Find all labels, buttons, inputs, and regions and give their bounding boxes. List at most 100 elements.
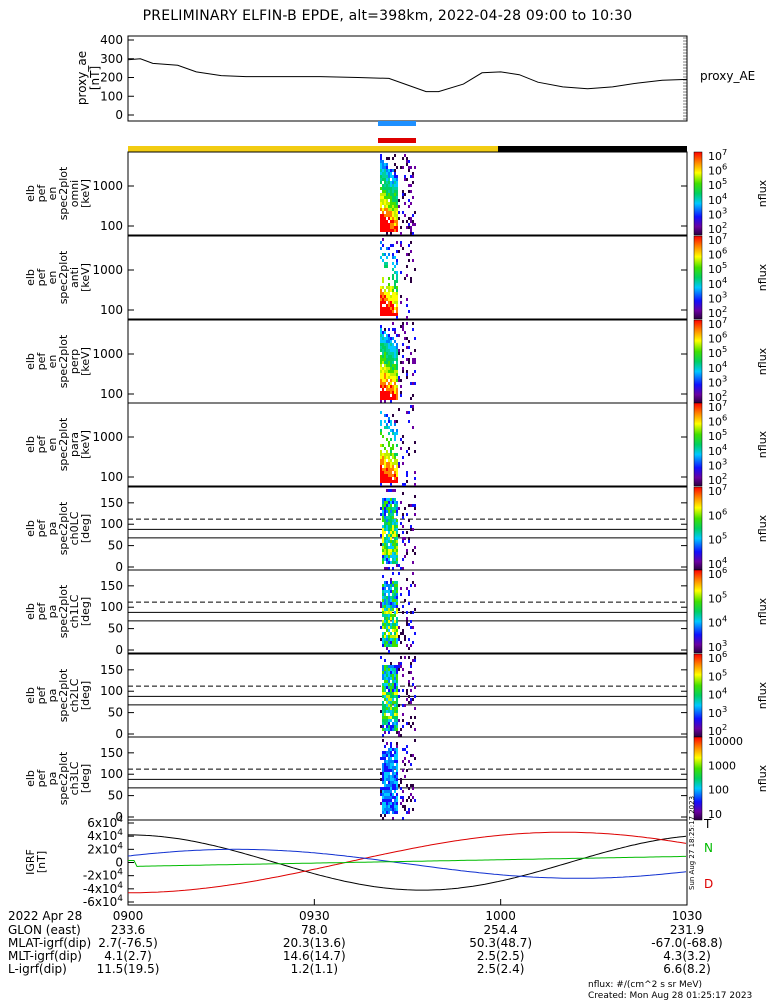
spectrogram-cell bbox=[392, 370, 394, 373]
spectrogram-cell bbox=[382, 373, 384, 376]
spectrogram-cell bbox=[386, 716, 388, 719]
spectrogram-cell bbox=[402, 492, 404, 495]
spectrogram-cell bbox=[382, 623, 384, 626]
spectrogram-cell bbox=[386, 196, 388, 199]
spectrogram-cell bbox=[396, 259, 398, 262]
spectrogram-cell bbox=[388, 769, 390, 772]
igrf-ytick-label: -4x104 bbox=[83, 881, 123, 896]
spectrogram-cell bbox=[392, 638, 394, 641]
spectrogram-cell bbox=[382, 376, 384, 379]
day-bar bbox=[128, 146, 498, 152]
spectrogram-cell bbox=[388, 292, 390, 295]
science-zone-bar-red bbox=[378, 138, 416, 143]
spectrogram-cell bbox=[382, 349, 384, 352]
colorbar bbox=[693, 736, 703, 821]
spectrogram-cell bbox=[388, 802, 390, 805]
spectrogram-cell bbox=[384, 379, 386, 382]
spectrogram-cell bbox=[388, 632, 390, 635]
spectrogram-cell bbox=[390, 343, 392, 346]
spectrogram-cell bbox=[386, 608, 388, 611]
spectrogram-cell bbox=[392, 522, 394, 525]
spectrogram-cell bbox=[402, 704, 404, 707]
spectrogram-cell bbox=[382, 298, 384, 301]
spectrogram-cell bbox=[390, 379, 392, 382]
spectrogram-cell bbox=[388, 417, 390, 420]
spectrogram-cell bbox=[386, 707, 388, 710]
spectrogram-cell bbox=[402, 462, 404, 465]
spectrogram-cell bbox=[386, 220, 388, 223]
spectrogram-cell bbox=[410, 280, 412, 283]
spectrogram-cell bbox=[396, 477, 398, 480]
spectrogram-cell bbox=[386, 181, 388, 184]
spectrogram-cell bbox=[392, 157, 394, 160]
spectrogram-cell bbox=[412, 408, 414, 411]
spectrogram-cell bbox=[380, 385, 382, 388]
spectrogram-cell bbox=[386, 208, 388, 211]
spectrogram-cell bbox=[390, 507, 392, 510]
spectrogram-cell bbox=[390, 781, 392, 784]
spectrogram-cell bbox=[390, 728, 392, 731]
spectrogram-cell bbox=[390, 584, 392, 587]
spectrogram-cell bbox=[412, 611, 414, 614]
spectrogram-cell bbox=[406, 163, 408, 166]
spectrogram-cell bbox=[388, 474, 390, 477]
spectrogram-cell bbox=[382, 202, 384, 205]
spectrogram-cell bbox=[390, 760, 392, 763]
spectrogram-cell bbox=[388, 462, 390, 465]
spectrogram-cell bbox=[410, 352, 412, 355]
spectrogram-cell bbox=[410, 504, 412, 507]
spectrogram-cell bbox=[406, 376, 408, 379]
spectrogram-cell bbox=[394, 668, 396, 671]
spectrogram-cell bbox=[386, 202, 388, 205]
spectrogram-cell bbox=[394, 181, 396, 184]
colorbar-tick-label: 104 bbox=[708, 275, 727, 291]
spectrogram-cell bbox=[396, 202, 398, 205]
spectrogram-cell bbox=[400, 325, 402, 328]
spectrogram-cell bbox=[388, 775, 390, 778]
ytick-label: 50 bbox=[108, 622, 123, 636]
spectrogram-cell bbox=[388, 385, 390, 388]
spectrogram-cell bbox=[396, 668, 398, 671]
spectrogram-cell bbox=[400, 501, 402, 504]
spectrogram-cell bbox=[380, 325, 382, 328]
spectrogram-cell bbox=[382, 507, 384, 510]
spectrogram-cell bbox=[396, 292, 398, 295]
spectrogram-cell bbox=[388, 635, 390, 638]
spectrogram-cell bbox=[388, 501, 390, 504]
spectrogram-cell bbox=[394, 474, 396, 477]
spectrogram-cell bbox=[384, 459, 386, 462]
ephemeris-value: 14.6(14.7) bbox=[283, 949, 346, 963]
spectrogram-cell bbox=[382, 811, 384, 814]
spectrogram-cell bbox=[394, 217, 396, 220]
spectrogram-cell bbox=[382, 665, 384, 668]
spectrogram-cell bbox=[388, 561, 390, 564]
spectrogram-cell bbox=[384, 471, 386, 474]
spectrogram-cell bbox=[398, 626, 400, 629]
spectrogram-cell bbox=[414, 757, 416, 760]
spectrogram-cell bbox=[386, 641, 388, 644]
spectrogram-cell bbox=[396, 710, 398, 713]
spectrogram-cell bbox=[388, 172, 390, 175]
spectrogram-cell bbox=[384, 605, 386, 608]
spectrogram-cell bbox=[390, 751, 392, 754]
spectrogram-cell bbox=[382, 280, 384, 283]
spectrogram-cell bbox=[390, 340, 392, 343]
spectrogram-cell bbox=[396, 677, 398, 680]
spectrogram-cell bbox=[392, 525, 394, 528]
spectrogram-cell bbox=[404, 543, 406, 546]
spectrogram-cell bbox=[394, 438, 396, 441]
spectrogram-cell bbox=[392, 722, 394, 725]
spectrogram-cell bbox=[382, 337, 384, 340]
spectrogram-cell bbox=[396, 166, 398, 169]
spectrogram-cell bbox=[390, 480, 392, 483]
panel-ylabel: elbpefenspec2plotomni[keV] bbox=[24, 166, 92, 220]
spectrogram-cell bbox=[402, 540, 404, 543]
spectrogram-cell bbox=[408, 253, 410, 256]
spectrogram-cell bbox=[388, 214, 390, 217]
spectrogram-cell bbox=[384, 376, 386, 379]
spectrogram-cell bbox=[400, 295, 402, 298]
spectrogram-cell bbox=[388, 608, 390, 611]
igrf-legend-N: N bbox=[704, 841, 713, 855]
spectrogram-cell bbox=[392, 620, 394, 623]
spectrogram-cell bbox=[390, 214, 392, 217]
